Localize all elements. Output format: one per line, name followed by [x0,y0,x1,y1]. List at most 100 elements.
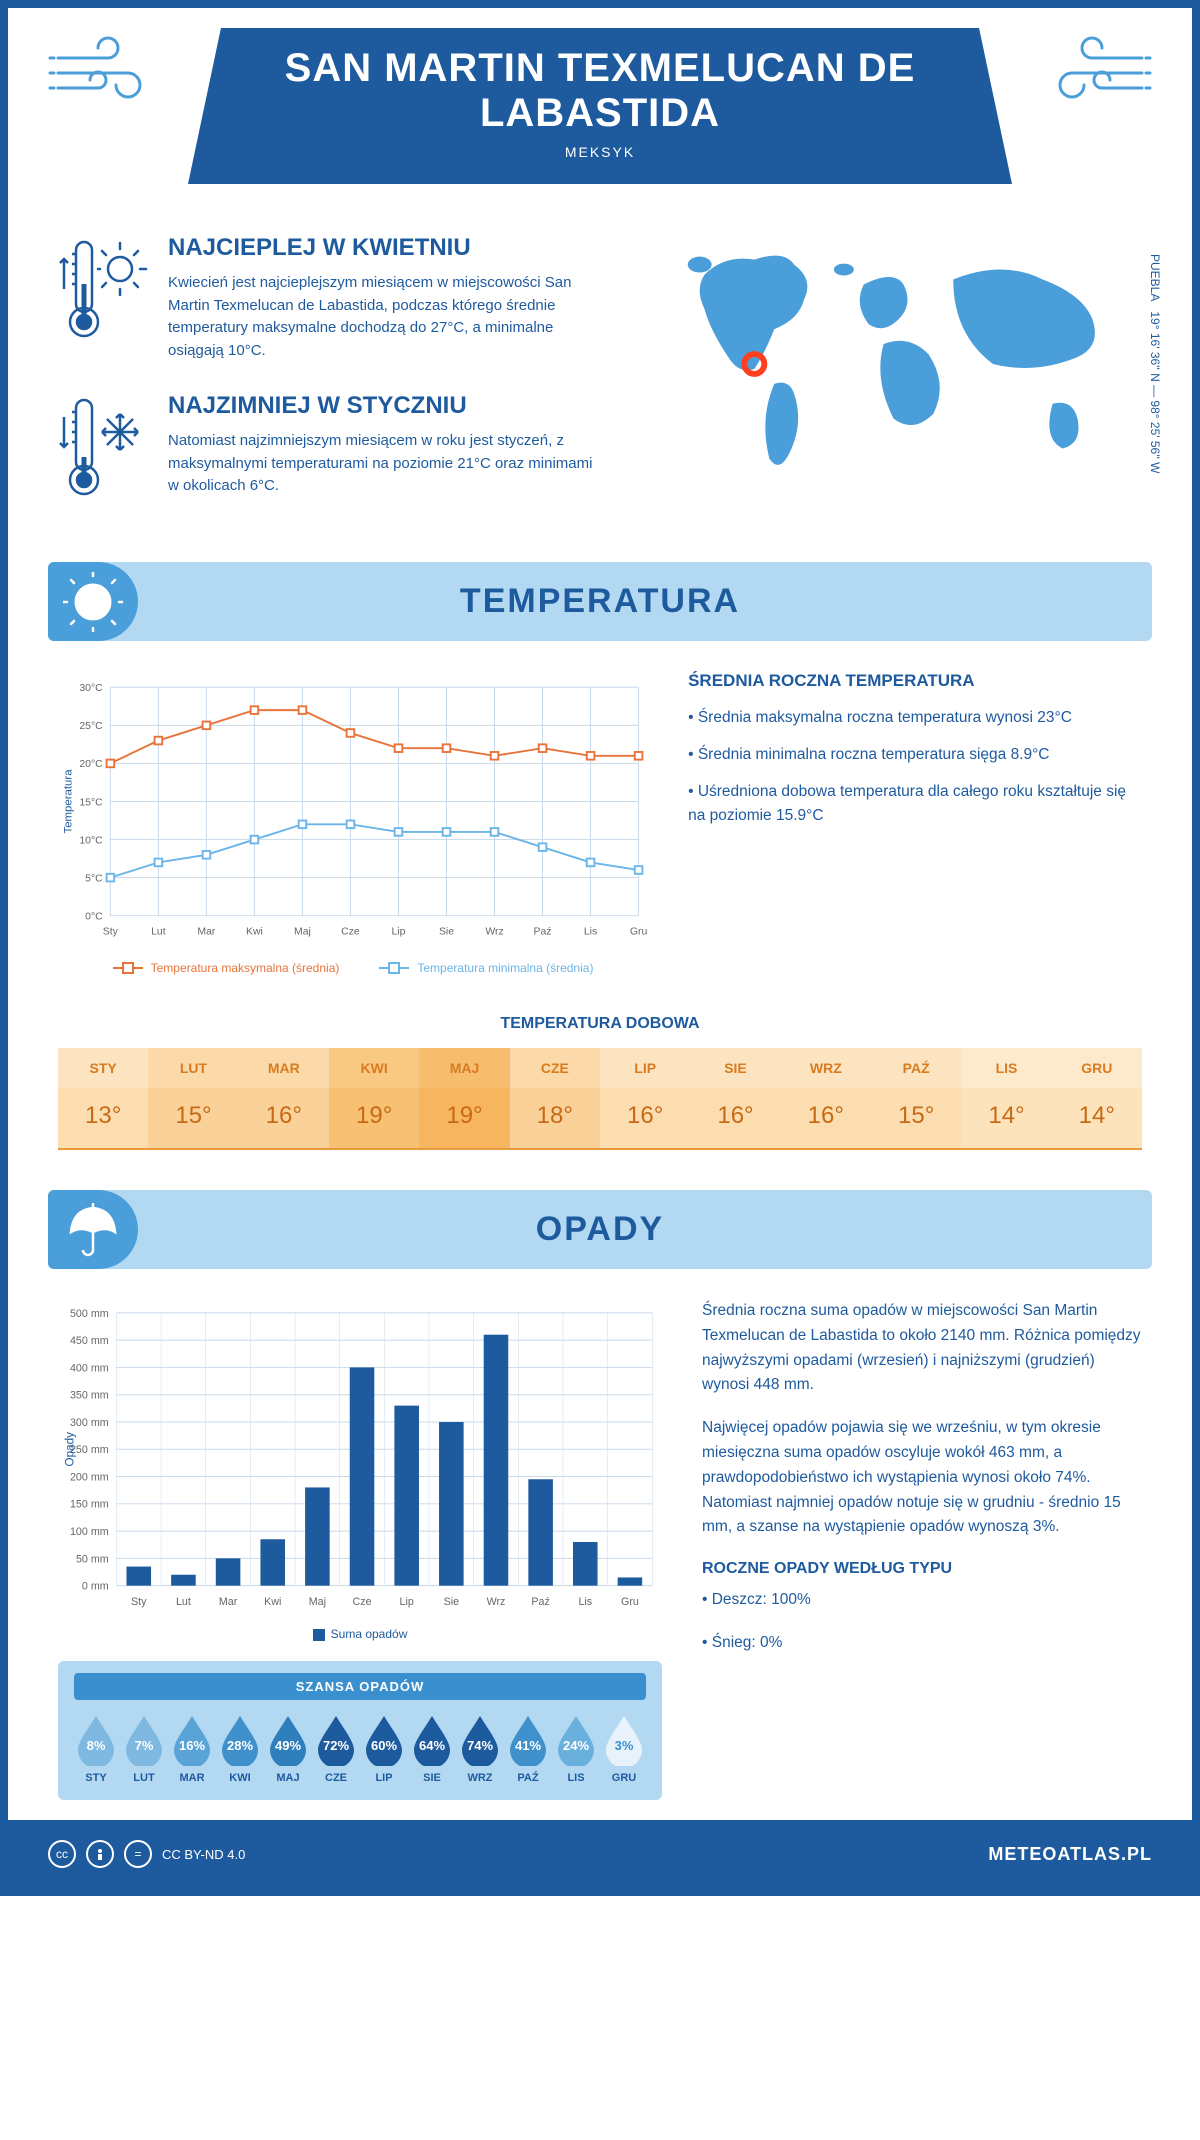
rain-chance-cell: 49% MAJ [266,1714,310,1784]
daily-month-header: STY [58,1048,148,1088]
legend-min: Temperatura minimalna (średnia) [417,961,593,975]
daily-temp-value: 18° [510,1088,600,1148]
rain-drop-icon: 24% [554,1714,598,1766]
svg-text:300 mm: 300 mm [70,1417,109,1429]
svg-text:Paź: Paź [531,1596,549,1608]
svg-text:Lip: Lip [391,927,405,938]
daily-temp-value: 16° [600,1088,690,1148]
rain-chance-cell: 74% WRZ [458,1714,502,1784]
daily-temp-value: 14° [961,1088,1051,1148]
cold-title: NAJZIMNIEJ W STYCZNIU [168,392,605,420]
site-name: METEOATLAS.PL [988,1844,1152,1865]
footer: cc = CC BY-ND 4.0 METEOATLAS.PL [8,1820,1192,1888]
intro-section: NAJCIEPLEJ W KWIETNIU Kwiecień jest najc… [8,194,1192,562]
rain-section-header: OPADY [48,1190,1152,1269]
temperature-summary: ŚREDNIA ROCZNA TEMPERATURA • Średnia mak… [688,671,1142,975]
svg-text:Paź: Paź [534,927,552,938]
temp-bullet: • Uśredniona dobowa temperatura dla całe… [688,780,1142,830]
by-icon [86,1840,114,1868]
daily-temperature-table: STYLUTMARKWIMAJCZELIPSIEWRZPAŹLISGRU13°1… [58,1048,1142,1150]
rain-type-title: ROCZNE OPADY WEDŁUG TYPU [702,1560,1142,1578]
daily-month-header: GRU [1052,1048,1142,1088]
rain-title: OPADY [68,1210,1132,1249]
svg-text:Gru: Gru [621,1596,639,1608]
wind-icon-left [48,28,168,108]
daily-month-header: WRZ [781,1048,871,1088]
cold-text: Natomiast najzimniejszym miesiącem w rok… [168,430,605,498]
svg-text:450 mm: 450 mm [70,1335,109,1347]
daily-month-header: PAŹ [871,1048,961,1088]
daily-temp-value: 16° [690,1088,780,1148]
page-subtitle: MEKSYK [268,144,932,160]
rain-type-bullet: • Deszcz: 100% [702,1588,1142,1613]
daily-month-header: LUT [148,1048,238,1088]
intro-text-column: NAJCIEPLEJ W KWIETNIU Kwiecień jest najc… [58,234,605,532]
daily-temp-value: 13° [58,1088,148,1148]
rain-drop-icon: 16% [170,1714,214,1766]
svg-text:5°C: 5°C [85,873,103,884]
svg-text:500 mm: 500 mm [70,1308,109,1320]
rain-drop-icon: 72% [314,1714,358,1766]
svg-text:Sty: Sty [131,1596,147,1608]
avg-annual-title: ŚREDNIA ROCZNA TEMPERATURA [688,671,1142,691]
page-title: SAN MARTIN TEXMELUCAN DE LABASTIDA [268,46,932,136]
rain-drop-icon: 8% [74,1714,118,1766]
temperature-title: TEMPERATURA [68,582,1132,621]
svg-text:150 mm: 150 mm [70,1499,109,1511]
rain-summary: Średnia roczna suma opadów w miejscowośc… [702,1299,1142,1800]
daily-temp-value: 15° [148,1088,238,1148]
daily-month-header: LIP [600,1048,690,1088]
svg-text:Lis: Lis [578,1596,592,1608]
svg-text:0°C: 0°C [85,912,103,923]
svg-text:Kwi: Kwi [264,1596,281,1608]
rain-drop-icon: 64% [410,1714,454,1766]
nd-icon: = [124,1840,152,1868]
svg-text:Wrz: Wrz [487,1596,506,1608]
rain-drop-icon: 74% [458,1714,502,1766]
svg-text:Opady: Opady [64,1432,77,1467]
svg-text:15°C: 15°C [79,797,103,808]
daily-month-header: SIE [690,1048,780,1088]
daily-temp-value: 14° [1052,1088,1142,1148]
rain-chance-cell: 16% MAR [170,1714,214,1784]
rain-chance-cell: 41% PAŹ [506,1714,550,1784]
thermometer-sun-icon [58,234,148,344]
svg-text:Temperatura: Temperatura [62,769,74,834]
svg-text:Lut: Lut [151,927,166,938]
svg-text:50 mm: 50 mm [76,1553,109,1565]
svg-text:Maj: Maj [294,927,311,938]
daily-temp-title: TEMPERATURA DOBOWA [8,1015,1192,1033]
rain-legend: Suma opadów [58,1627,662,1641]
svg-text:0 mm: 0 mm [82,1581,109,1593]
svg-text:400 mm: 400 mm [70,1362,109,1374]
svg-text:Maj: Maj [309,1596,326,1608]
daily-month-header: MAR [239,1048,329,1088]
chance-title: SZANSA OPADÓW [74,1673,646,1700]
rain-chance-cell: 24% LIS [554,1714,598,1784]
rain-type-bullet: • Śnieg: 0% [702,1631,1142,1656]
thermometer-snow-icon [58,392,148,502]
rain-chance-cell: 28% KWI [218,1714,262,1784]
rain-chance-cell: 60% LIP [362,1714,406,1784]
rain-bar-chart: 0 mm50 mm100 mm150 mm200 mm250 mm300 mm3… [58,1299,662,1619]
daily-temp-value: 16° [781,1088,871,1148]
temperature-section-header: TEMPERATURA [48,562,1152,641]
header: SAN MARTIN TEXMELUCAN DE LABASTIDA MEKSY… [8,8,1192,194]
svg-text:30°C: 30°C [79,683,103,694]
daily-temp-value: 15° [871,1088,961,1148]
rain-chance-cell: 72% CZE [314,1714,358,1784]
umbrella-badge-icon [48,1190,138,1269]
temperature-legend: Temperatura maksymalna (średnia) Tempera… [58,961,648,975]
wind-icon-right [1032,28,1152,108]
rain-drop-icon: 28% [218,1714,262,1766]
svg-text:20°C: 20°C [79,759,103,770]
svg-text:Cze: Cze [341,927,360,938]
world-map [645,234,1142,494]
svg-text:Lis: Lis [584,927,597,938]
rain-drop-icon: 41% [506,1714,550,1766]
svg-text:10°C: 10°C [79,835,103,846]
sun-badge-icon [48,562,138,641]
temperature-line-chart: 0°C5°C10°C15°C20°C25°C30°CStyLutMarKwiMa… [58,671,648,951]
rain-drop-icon: 60% [362,1714,406,1766]
daily-temp-value: 19° [329,1088,419,1148]
